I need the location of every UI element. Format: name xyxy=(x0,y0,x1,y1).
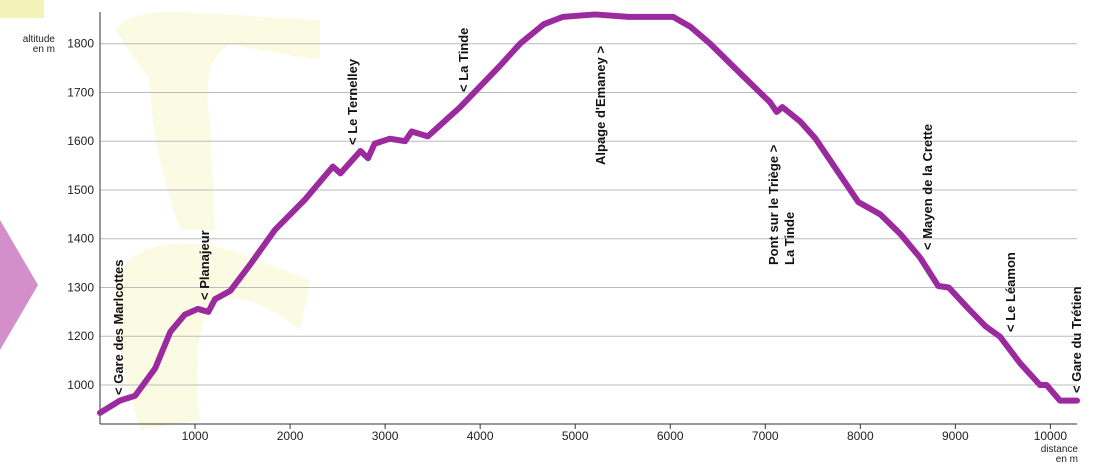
annotation: < Mayen de la Crette xyxy=(920,124,935,250)
watermark xyxy=(115,11,320,231)
y-tick-label: 1800 xyxy=(67,37,94,51)
y-tick-label: 1400 xyxy=(67,232,94,246)
annotation: < Gare des Marlcottes xyxy=(111,260,126,395)
x-tick-label: 6000 xyxy=(657,429,684,443)
x-tick-label: 10000 xyxy=(1034,429,1068,443)
annotation: < Gare du Trétien xyxy=(1069,286,1084,393)
x-tick-label: 9000 xyxy=(942,429,969,443)
annotation: < Le Léamon xyxy=(1003,252,1018,332)
x-tick-label: 5000 xyxy=(562,429,589,443)
x-tick-label: 2000 xyxy=(277,429,304,443)
decor-arrow xyxy=(0,220,38,350)
y-tick-label: 1500 xyxy=(67,183,94,197)
decor xyxy=(0,0,44,18)
watermark xyxy=(117,243,310,430)
y-tick-label: 1700 xyxy=(67,85,94,99)
x-tick-label: 3000 xyxy=(372,429,399,443)
annotation: < Le Ternelley xyxy=(345,58,360,145)
x-tick-label: 1000 xyxy=(182,429,209,443)
y-label: en m xyxy=(33,44,55,55)
x-tick-label: 8000 xyxy=(847,429,874,443)
annotation: < Planajeur xyxy=(197,230,212,300)
annotation: La Tinde xyxy=(782,212,797,265)
y-label: altitude xyxy=(23,34,56,45)
annotation: Pont sur le Triège > xyxy=(766,144,781,265)
x-tick-label: 7000 xyxy=(752,429,779,443)
y-tick-label: 1200 xyxy=(67,329,94,343)
x-tick-label: 4000 xyxy=(467,429,494,443)
annotation: Alpage d'Emaney > xyxy=(593,46,608,165)
x-label: en m xyxy=(1056,454,1078,465)
y-tick-label: 1600 xyxy=(67,134,94,148)
y-tick-label: 1300 xyxy=(67,280,94,294)
annotation: < La Tinde xyxy=(456,28,471,92)
line xyxy=(97,11,1080,416)
y-tick-label: 1000 xyxy=(67,378,94,392)
x-label: distance xyxy=(1041,444,1079,455)
